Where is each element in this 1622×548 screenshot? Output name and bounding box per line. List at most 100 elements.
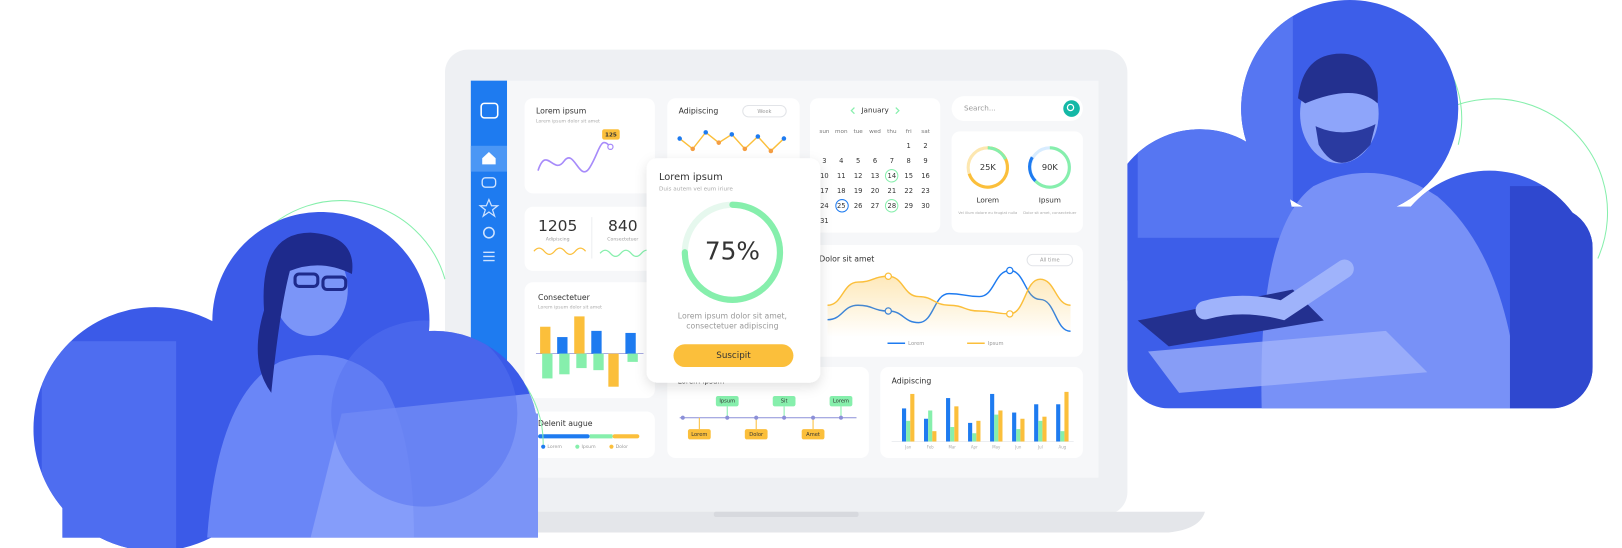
laptop-base xyxy=(393,511,1205,533)
timeline-node xyxy=(838,415,844,420)
timeline-label: Lorem xyxy=(833,399,849,405)
search-box[interactable] xyxy=(951,96,1083,121)
bar xyxy=(990,393,995,442)
tag-label: 125 xyxy=(605,132,617,138)
bar xyxy=(950,427,955,442)
day-label: 3 xyxy=(822,157,826,165)
star-icon[interactable] xyxy=(478,197,500,218)
bar xyxy=(625,332,636,354)
timeline-tag xyxy=(744,429,768,440)
progress-segment xyxy=(589,434,613,439)
bar xyxy=(1060,431,1065,442)
timeline-tag xyxy=(772,396,796,407)
popup-button[interactable] xyxy=(673,344,794,368)
bar xyxy=(968,422,973,442)
popup-subtitle: Duis autem vel eum iriure xyxy=(659,187,733,193)
stat-value: 840 xyxy=(608,217,638,235)
legend-label: Ipsum xyxy=(988,341,1004,347)
popup-title: Lorem ipsum xyxy=(659,172,723,183)
search-button[interactable] xyxy=(1063,100,1080,117)
menu-icon[interactable] xyxy=(483,251,495,262)
ring-value: 25K xyxy=(980,162,997,172)
ring-note: Dolor sit amet, consectetuer xyxy=(1023,211,1077,215)
week-pill[interactable] xyxy=(742,104,787,118)
person-hair xyxy=(1297,53,1378,104)
weekly-point xyxy=(716,140,722,145)
filter-pill[interactable] xyxy=(1026,253,1074,267)
ring-label: Ipsum xyxy=(1039,196,1061,205)
filter-label: All time xyxy=(1040,258,1060,264)
legend-label: Lorem xyxy=(547,444,562,450)
progress-segment xyxy=(612,434,640,439)
month-label: January xyxy=(860,106,889,115)
bar xyxy=(924,418,929,442)
day-label: 29 xyxy=(904,202,913,210)
ring-value: 90K xyxy=(1042,162,1059,172)
day-label: 23 xyxy=(921,187,930,195)
day-label: 12 xyxy=(854,172,863,180)
timeline-label: Amet xyxy=(806,432,820,438)
trend-point xyxy=(607,143,614,151)
card-title: Adipiscing xyxy=(679,107,719,116)
progress-value: 75% xyxy=(705,236,760,265)
timeline-tag xyxy=(829,396,853,407)
popup-card: Lorem ipsum Duis autem vel eum iriure 75% L… xyxy=(646,158,821,383)
line xyxy=(827,275,1071,315)
search-icon xyxy=(1066,103,1075,112)
stat-label: Consectetuer xyxy=(607,236,638,242)
person-arm xyxy=(1195,259,1354,321)
glasses xyxy=(293,272,320,288)
card-title: Adipiscing xyxy=(892,377,932,386)
button-label[interactable]: Suscipit xyxy=(716,351,751,361)
bar xyxy=(1038,420,1043,442)
timeline-label: Ipsum xyxy=(719,399,735,405)
day-label: 30 xyxy=(921,202,930,210)
card xyxy=(809,98,941,233)
card-subtitle: Lorem ipsum dolor sit amet xyxy=(536,118,600,124)
card xyxy=(951,131,1083,233)
right-photo-cloud xyxy=(1127,0,1608,409)
laptop-notch xyxy=(713,511,859,517)
day-label: 21 xyxy=(888,187,897,195)
card-title: Delenit augue xyxy=(538,419,593,428)
wallet-icon[interactable] xyxy=(480,102,499,119)
day-label: 1 xyxy=(907,142,911,150)
day-label: 13 xyxy=(871,172,880,180)
card-title: Consectetuer xyxy=(538,293,591,302)
settings-icon[interactable] xyxy=(482,226,495,239)
day-label: 4 xyxy=(839,157,843,165)
timeline-tag xyxy=(715,396,739,407)
day-label: 9 xyxy=(923,157,927,165)
bar xyxy=(557,337,568,354)
timeline-node xyxy=(680,415,685,420)
x-tick-label: Jul xyxy=(1037,445,1043,450)
bar xyxy=(906,420,911,442)
chat-icon[interactable] xyxy=(481,177,497,188)
day-label: 28 xyxy=(888,202,897,210)
legend-dot xyxy=(575,444,580,449)
bar xyxy=(1020,418,1025,442)
day-label: 26 xyxy=(854,202,863,210)
progress-arc xyxy=(681,201,784,303)
weekly-point xyxy=(781,136,787,141)
stat-label: Adipiscing xyxy=(546,236,570,242)
legend-label: Ipsum xyxy=(581,444,596,450)
day-label: 5 xyxy=(856,157,860,165)
bar xyxy=(1056,404,1061,442)
bar xyxy=(994,414,999,442)
person-hair xyxy=(257,232,353,393)
day-label: 15 xyxy=(904,172,913,180)
card xyxy=(524,206,655,271)
bar xyxy=(1012,412,1017,442)
card-title: Dolor sit amet xyxy=(819,255,874,264)
search-placeholder: Search... xyxy=(964,104,996,113)
accent-arc xyxy=(258,200,446,280)
timeline-node xyxy=(811,415,816,420)
legend-label: Dolor xyxy=(616,444,629,450)
month-nav[interactable] xyxy=(850,107,900,115)
day-mark xyxy=(835,199,849,213)
x-tick-label: Feb xyxy=(927,445,934,450)
weekly-point xyxy=(755,134,761,139)
sidebar-bg xyxy=(470,80,508,373)
